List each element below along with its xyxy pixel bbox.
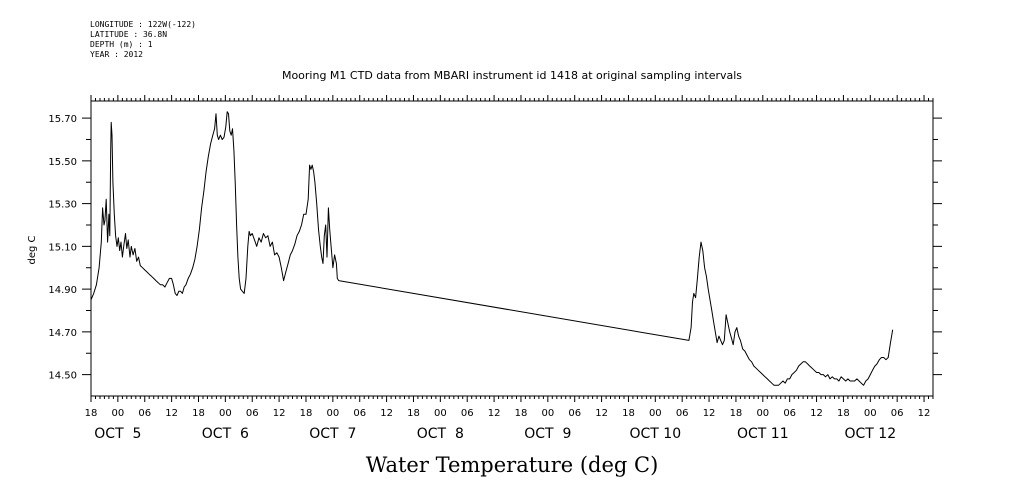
x-tick-label: 12 [273,408,286,419]
x-tick-label: 00 [756,408,769,419]
x-tick-label: 06 [676,408,689,419]
plot-frame [90,100,934,397]
x-day-label: OCT 9 [524,426,571,442]
x-tick-label: 18 [837,408,850,419]
x-tick-label: 00 [649,408,662,419]
x-day-label: OCT 11 [737,426,789,442]
x-day-label: OCT 8 [417,426,464,442]
x-tick-label: 06 [246,408,259,419]
x-tick-label: 18 [730,408,743,419]
x-tick-label: 12 [703,408,716,419]
y-tick-label: 15.50 [48,157,77,168]
x-tick-label: 06 [891,408,904,419]
x-tick-label: 18 [407,408,420,419]
x-tick-label: 00 [326,408,339,419]
y-tick-label: 15.30 [48,200,77,211]
chart-title: Mooring M1 CTD data from MBARI instrumen… [281,69,743,82]
x-tick-label: 06 [138,408,151,419]
x-day-label: OCT 12 [844,426,896,442]
x-tick-label: 00 [864,408,877,419]
x-tick-label: 06 [568,408,581,419]
meta-depth: DEPTH (m) : 1 [90,40,153,49]
x-tick-label: 12 [918,408,931,419]
x-tick-label: 06 [783,408,796,419]
x-tick-label: 06 [353,408,366,419]
y-tick-label: 14.70 [48,328,77,339]
x-tick-label: 00 [219,408,232,419]
y-tick-label: 14.90 [48,285,77,296]
y-tick-label: 14.50 [48,371,77,382]
x-tick-label: 00 [541,408,554,419]
x-day-label: OCT 10 [630,426,682,442]
x-tick-label: 18 [622,408,635,419]
x-tick-label: 18 [192,408,205,419]
x-tick-label: 12 [380,408,393,419]
x-day-label: OCT 7 [309,426,356,442]
x-day-label: OCT 5 [94,426,141,442]
x-tick-label: 12 [810,408,823,419]
y-tick-label: 15.10 [48,242,77,253]
x-tick-label: 18 [300,408,313,419]
x-tick-label: 18 [515,408,528,419]
x-tick-label: 00 [434,408,447,419]
y-axis-label: deg C [27,235,38,264]
meta-year: YEAR : 2012 [90,50,143,59]
x-tick-label: 18 [85,408,98,419]
x-tick-label: 00 [112,408,125,419]
metadata-block: LONGITUDE : 122W(-122) LATITUDE : 36.8N … [90,20,196,60]
y-tick-label: 15.70 [48,114,77,125]
meta-latitude: LATITUDE : 36.8N [90,30,168,39]
meta-longitude: LONGITUDE : 122W(-122) [90,20,196,29]
x-tick-label: 12 [488,408,501,419]
x-tick-label: 12 [165,408,178,419]
series-line [90,111,894,386]
x-tick-label: 06 [461,408,474,419]
x-day-label: OCT 6 [202,426,249,442]
x-tick-label: 12 [595,408,608,419]
x-axis-label: Water Temperature (deg C) [365,453,659,477]
